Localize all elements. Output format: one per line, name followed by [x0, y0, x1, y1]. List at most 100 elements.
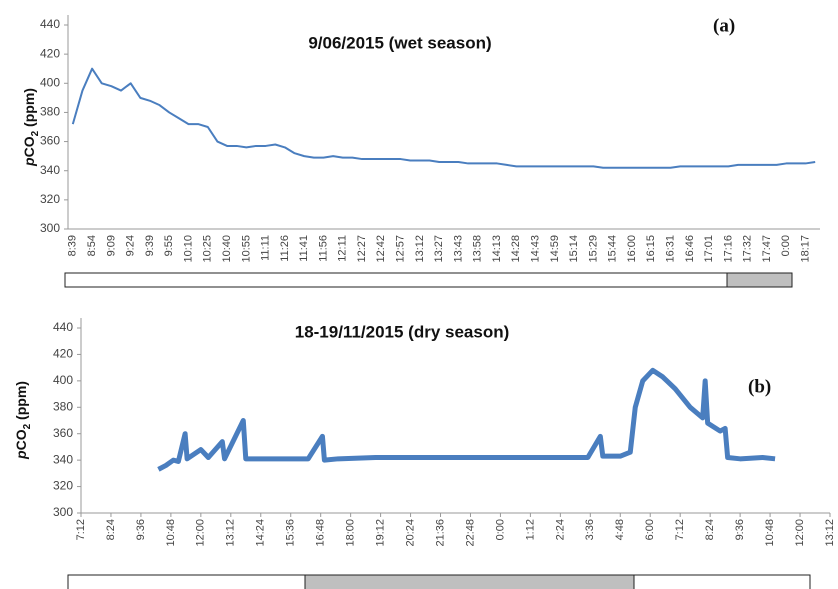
x-tick-label: 10:10 [182, 235, 194, 263]
x-tick-label: 0:00 [494, 519, 506, 540]
x-tick-label: 12:57 [395, 235, 407, 263]
y-tick-label: 300 [40, 221, 60, 235]
x-tick-label: 16:48 [315, 519, 327, 547]
y-axis-label-part: CO [21, 136, 37, 157]
x-tick-label: 14:59 [549, 235, 561, 263]
x-tick-label: 7:12 [674, 519, 686, 540]
x-tick-label: 4:48 [614, 519, 626, 540]
x-tick-label: 11:41 [298, 235, 310, 262]
x-tick-label: 14:24 [255, 519, 267, 547]
y-axis-label-part: (ppm) [21, 88, 37, 131]
data-line [71, 67, 816, 169]
x-tick-label: 12:00 [794, 519, 806, 547]
chart-title: 9/06/2015 (wet season) [308, 33, 491, 52]
x-tick-label: 15:29 [587, 235, 599, 263]
x-tick-label: 1:12 [524, 519, 536, 540]
x-tick-label: 20:24 [404, 519, 416, 547]
x-tick-label: 13:27 [433, 235, 445, 263]
x-tick-label: 11:11 [260, 235, 272, 261]
y-tick-label: 440 [40, 17, 60, 31]
y-tick-label: 380 [40, 105, 60, 119]
x-tick-label: 19:12 [375, 519, 387, 547]
x-tick-label: 13:12 [414, 235, 426, 263]
x-tick-label: 12:27 [356, 235, 368, 263]
night-bar [726, 272, 793, 288]
x-tick-label: 10:40 [221, 235, 233, 263]
y-axis-label: pCO2 (ppm) [21, 88, 41, 167]
x-tick-label: 16:31 [664, 235, 676, 263]
x-tick-label: 22:48 [464, 519, 476, 547]
x-tick-label: 11:56 [317, 235, 329, 262]
x-tick-label: 12:00 [195, 519, 207, 547]
x-tick-label: 12:11 [337, 235, 349, 262]
day-bar [67, 574, 306, 589]
y-tick-label: 420 [53, 347, 73, 361]
night-bar [304, 574, 635, 589]
y-tick-label: 320 [53, 479, 73, 493]
x-tick-label: 11:26 [279, 235, 291, 262]
x-tick-label: 9:55 [163, 235, 175, 256]
x-tick-label: 14:43 [529, 235, 541, 263]
x-tick-label: 15:14 [568, 235, 580, 263]
y-axis-label-part: p [21, 157, 37, 167]
y-tick-label: 340 [40, 163, 60, 177]
x-tick-label: 10:55 [240, 235, 252, 263]
x-tick-label: 7:12 [75, 519, 87, 540]
y-tick-label: 320 [40, 192, 60, 206]
day-bar [633, 574, 811, 589]
x-tick-label: 6:00 [644, 519, 656, 540]
x-tick-label: 17:32 [742, 235, 754, 263]
x-tick-label: 8:39 [67, 235, 79, 256]
x-tick-label: 10:48 [165, 519, 177, 547]
x-tick-label: 17:47 [761, 235, 773, 263]
x-tick-label: 18:17 [799, 235, 811, 263]
x-tick-label: 13:12 [225, 519, 237, 547]
y-tick-label: 340 [53, 452, 73, 466]
x-tick-label: 9:24 [125, 235, 137, 256]
x-tick-label: 14:28 [510, 235, 522, 263]
y-tick-label: 380 [53, 399, 73, 413]
y-axis-label-part: CO [13, 429, 29, 450]
panel-label: (b) [748, 376, 771, 397]
x-tick-label: 2:24 [554, 519, 566, 540]
data-line [157, 367, 776, 472]
x-tick-label: 13:12 [824, 519, 836, 547]
x-tick-label: 8:54 [86, 235, 98, 256]
y-axis-label-part: 2 [22, 423, 33, 429]
x-tick-label: 21:36 [434, 519, 446, 547]
y-axis-label-part: (ppm) [13, 381, 29, 424]
x-tick-label: 16:15 [645, 235, 657, 263]
x-tick-label: 18:00 [345, 519, 357, 547]
x-tick-label: 13:58 [472, 235, 484, 263]
x-tick-label: 10:25 [202, 235, 214, 263]
x-tick-label: 3:36 [584, 519, 596, 540]
chart-title: 18-19/11/2015 (dry season) [295, 322, 510, 341]
y-axis-label-part: 2 [30, 130, 41, 136]
panel-label: (a) [713, 15, 735, 36]
x-tick-label: 17:16 [722, 235, 734, 263]
x-tick-label: 15:36 [285, 519, 297, 547]
x-tick-label: 16:00 [626, 235, 638, 263]
x-tick-label: 8:24 [704, 519, 716, 540]
day-bar [64, 272, 728, 288]
x-tick-label: 9:36 [734, 519, 746, 540]
x-tick-label: 9:09 [105, 235, 117, 256]
y-tick-label: 300 [53, 505, 73, 519]
x-tick-label: 10:48 [764, 519, 776, 547]
y-tick-label: 440 [53, 320, 73, 334]
x-tick-label: 9:36 [135, 519, 147, 540]
y-tick-label: 420 [40, 46, 60, 60]
x-tick-label: 0:00 [780, 235, 792, 256]
x-tick-label: 8:24 [105, 519, 117, 540]
y-tick-label: 400 [53, 373, 73, 387]
x-tick-label: 12:42 [375, 235, 387, 263]
x-tick-label: 15:44 [607, 235, 619, 263]
y-axis-label: pCO2 (ppm) [13, 381, 33, 460]
y-tick-label: 360 [40, 134, 60, 148]
y-axis-label-part: p [13, 450, 29, 460]
x-tick-label: 16:46 [684, 235, 696, 263]
x-tick-label: 17:01 [703, 235, 715, 263]
y-tick-label: 360 [53, 426, 73, 440]
